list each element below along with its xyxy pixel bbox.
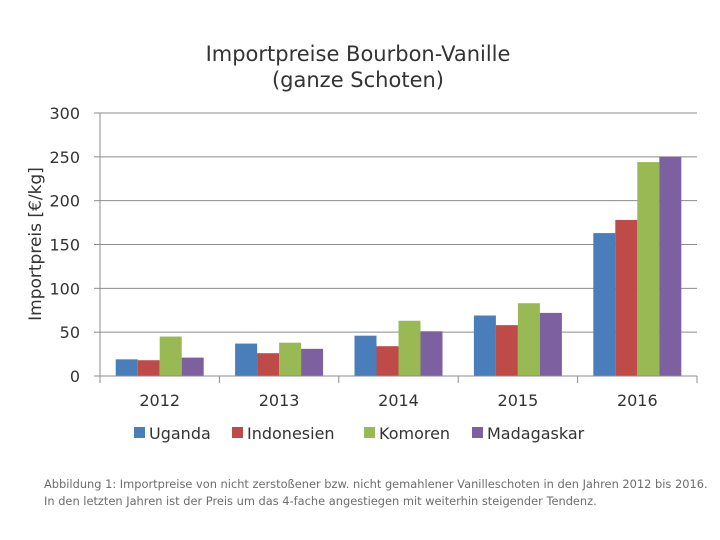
legend-label-uganda: Uganda [149, 424, 211, 443]
y-axis-label: Importpreis [€/kg] [26, 167, 46, 321]
bar-uganda-2015 [473, 315, 496, 376]
bar-madagaskar-2015 [539, 312, 562, 376]
bar-madagaskar-2013 [301, 348, 324, 376]
legend-swatch-madagaskar [472, 427, 483, 438]
x-tick-label: 2013 [259, 391, 300, 410]
bar-indonesien-2016 [615, 219, 638, 376]
bar-komoren-2012 [159, 336, 182, 376]
legend-label-madagaskar: Madagaskar [487, 424, 585, 443]
bar-madagaskar-2016 [659, 156, 682, 376]
bar-komoren-2013 [279, 342, 302, 376]
x-axis-ticks: 2012 2013 2014 2015 2016 [99, 376, 698, 410]
x-tick-label: 2016 [617, 391, 658, 410]
x-tick-label: 2014 [378, 391, 419, 410]
chart-title-line-2: (ganze Schoten) [272, 68, 444, 92]
bar-indonesien-2012 [137, 360, 160, 376]
figure-caption: Abbildung 1: Importpreise von nicht zers… [44, 477, 708, 508]
legend: Uganda Indonesien Komoren Madagaskar [134, 424, 585, 443]
bar-chart: Importpreise Bourbon-Vanille (ganze Scho… [26, 42, 698, 443]
y-tick-label: 250 [49, 148, 80, 167]
bar-uganda-2014 [354, 335, 377, 376]
legend-swatch-indonesien [232, 427, 243, 438]
bar-indonesien-2013 [257, 353, 280, 376]
bar-uganda-2013 [235, 343, 258, 376]
chart-title-line-1: Importpreise Bourbon-Vanille [206, 42, 511, 66]
bar-uganda-2016 [593, 233, 616, 376]
bar-madagaskar-2012 [181, 357, 204, 376]
y-tick-label: 200 [49, 192, 80, 211]
bar-madagaskar-2014 [420, 331, 443, 376]
bar-series [115, 156, 682, 376]
bar-uganda-2012 [115, 359, 138, 376]
legend-swatch-komoren [364, 427, 375, 438]
legend-swatch-uganda [134, 427, 145, 438]
x-tick-label: 2012 [139, 391, 180, 410]
y-tick-label: 50 [60, 323, 80, 342]
chart-title: Importpreise Bourbon-Vanille (ganze Scho… [206, 42, 511, 92]
legend-label-indonesien: Indonesien [247, 424, 335, 443]
y-tick-label: 150 [49, 236, 80, 255]
x-tick-label: 2015 [498, 391, 539, 410]
legend-label-komoren: Komoren [379, 424, 450, 443]
y-tick-label: 300 [49, 104, 80, 123]
axes [99, 113, 697, 377]
y-tick-label: 100 [49, 279, 80, 298]
bar-komoren-2016 [637, 162, 660, 376]
bar-komoren-2014 [398, 320, 421, 376]
y-tick-label: 0 [70, 367, 80, 386]
bar-komoren-2015 [517, 303, 540, 376]
bar-indonesien-2014 [376, 346, 399, 376]
bar-indonesien-2015 [495, 325, 518, 376]
y-axis-ticks: 0 50 100 150 200 250 300 [49, 104, 100, 386]
